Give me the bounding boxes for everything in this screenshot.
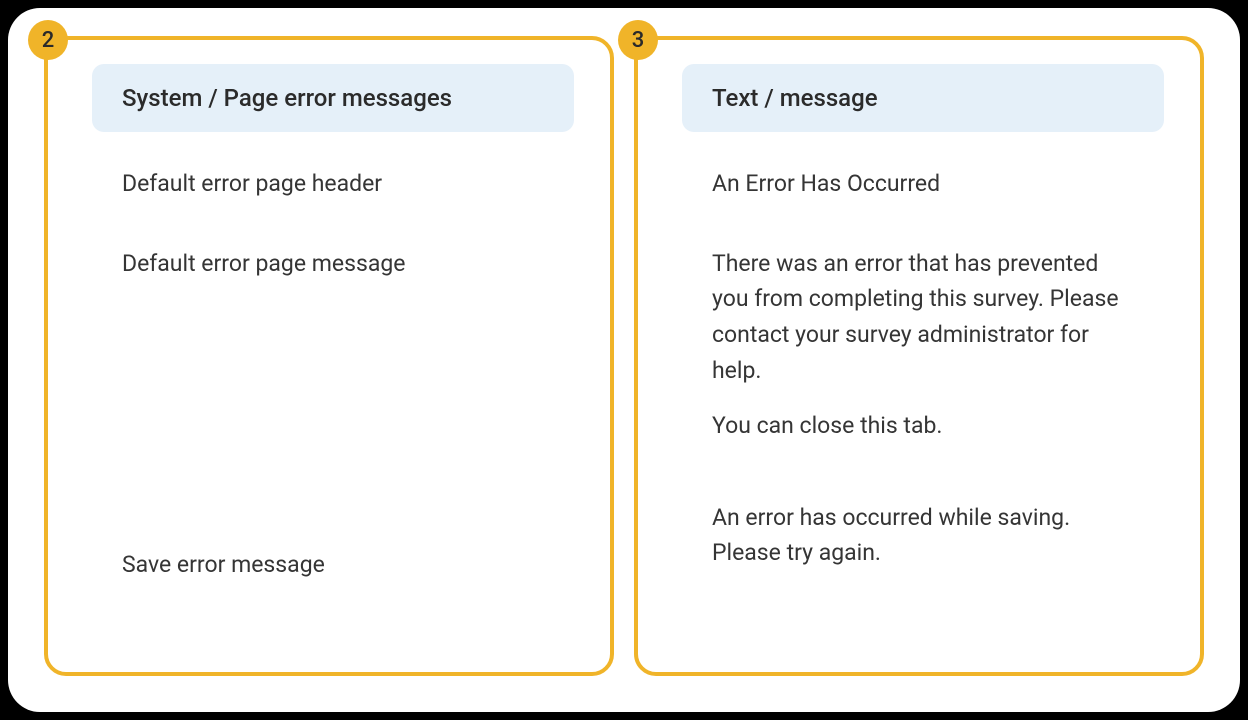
- right-row-3-text: An error has occurred while saving. Plea…: [712, 500, 1134, 571]
- right-panel-badge: 3: [618, 20, 658, 60]
- right-panel-badge-number: 3: [632, 28, 645, 53]
- left-row-3-text: Save error message: [122, 547, 544, 583]
- canvas: 2 System / Page error messages Default e…: [8, 8, 1240, 712]
- right-row-3: An error has occurred while saving. Plea…: [682, 500, 1164, 571]
- left-panel-header-text: System / Page error messages: [122, 84, 452, 112]
- left-panel-header: System / Page error messages: [92, 64, 574, 132]
- right-row-2: There was an error that has prevented yo…: [682, 246, 1164, 444]
- left-panel-badge: 2: [28, 20, 68, 60]
- right-row-2-paragraph-1: There was an error that has prevented yo…: [712, 246, 1134, 389]
- right-row-2-paragraph-2: You can close this tab.: [712, 408, 1134, 444]
- left-row-2: Default error page message: [92, 246, 574, 282]
- right-panel-header-text: Text / message: [712, 84, 878, 112]
- left-row-1: Default error page header: [92, 166, 574, 202]
- left-row-1-text: Default error page header: [122, 166, 544, 202]
- right-panel-header: Text / message: [682, 64, 1164, 132]
- right-row-1: An Error Has Occurred: [682, 166, 1164, 202]
- left-panel: 2 System / Page error messages Default e…: [44, 36, 614, 676]
- right-row-1-text: An Error Has Occurred: [712, 166, 1134, 202]
- right-panel: 3 Text / message An Error Has Occurred T…: [634, 36, 1204, 676]
- left-panel-badge-number: 2: [42, 28, 55, 53]
- left-row-2-text: Default error page message: [122, 246, 544, 282]
- left-row-3: Save error message: [92, 547, 574, 583]
